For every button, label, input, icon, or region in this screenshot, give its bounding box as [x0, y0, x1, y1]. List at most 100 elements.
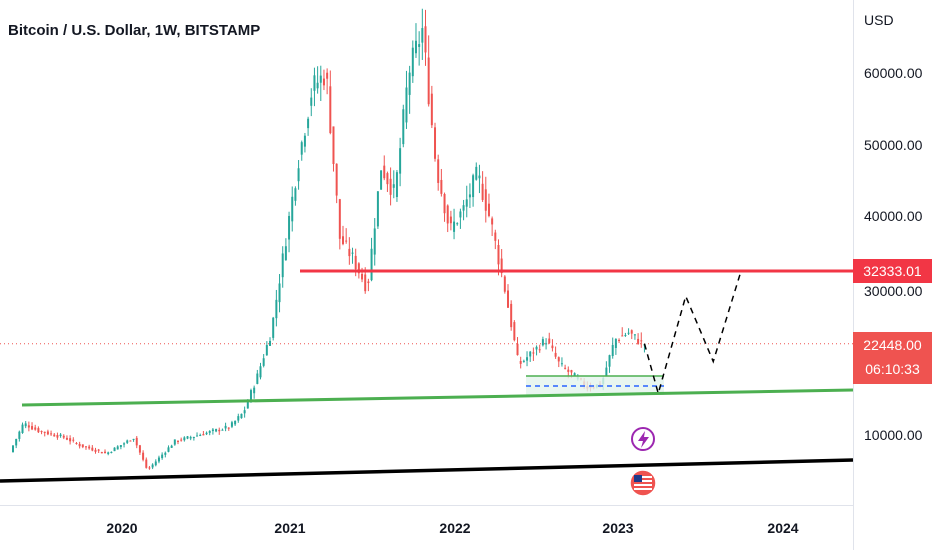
- candle-body: [307, 118, 310, 129]
- candle-body: [364, 274, 367, 292]
- currency-label: USD: [864, 12, 894, 28]
- candle-body: [519, 360, 522, 364]
- candle-body: [332, 126, 335, 165]
- candle-body: [246, 401, 249, 409]
- candle-body: [408, 72, 411, 95]
- candle-body: [630, 330, 633, 334]
- candle-body: [161, 454, 164, 459]
- x-tick-label: 2023: [602, 520, 634, 536]
- candle-body: [392, 184, 395, 188]
- candle-body: [234, 420, 237, 425]
- chart-plot-area[interactable]: [0, 0, 853, 505]
- candle-body: [110, 451, 113, 453]
- candle-body: [402, 109, 405, 145]
- candle-body: [472, 175, 475, 198]
- candle-body: [535, 346, 538, 350]
- candle-body: [348, 248, 351, 257]
- candle-body: [494, 232, 497, 241]
- candle-body: [151, 464, 154, 468]
- candle-body: [529, 351, 532, 357]
- candle-body: [354, 255, 357, 270]
- candle-body: [167, 447, 170, 452]
- candle-body: [294, 188, 297, 201]
- candle-body: [551, 345, 554, 349]
- candle-body: [370, 248, 373, 281]
- candle-body: [75, 443, 78, 445]
- candle-body: [237, 416, 240, 421]
- candle-body: [395, 172, 398, 197]
- candle-body: [65, 437, 68, 440]
- candle-body: [243, 410, 246, 414]
- candle-body: [116, 446, 119, 450]
- chart-title: Bitcoin / U.S. Dollar, 1W, BITSTAMP: [8, 22, 261, 39]
- candle-body: [145, 459, 148, 468]
- candle-body: [345, 240, 348, 242]
- candle-body: [230, 422, 233, 427]
- candle-body: [383, 165, 386, 179]
- candle-body: [21, 424, 24, 433]
- candle-body: [503, 276, 506, 292]
- candle-body: [342, 236, 344, 245]
- candle-body: [12, 445, 14, 453]
- candle-body: [269, 340, 272, 346]
- candle-body: [468, 194, 471, 198]
- candle-body: [513, 322, 516, 341]
- candle-body: [300, 142, 303, 155]
- candle-body: [129, 440, 132, 442]
- candle-body: [424, 26, 427, 53]
- candle-body: [322, 78, 325, 86]
- candle-body: [516, 343, 519, 356]
- candle-body: [84, 446, 87, 448]
- candle-body: [259, 366, 262, 378]
- candle-body: [24, 423, 27, 427]
- candle-body: [437, 159, 440, 183]
- candle-body: [180, 439, 183, 441]
- x-tick-label: 2024: [767, 520, 799, 536]
- candle-body: [69, 438, 72, 442]
- support-trendline: [21, 388, 853, 407]
- candle-body: [405, 87, 408, 123]
- candle-body: [253, 387, 256, 394]
- candle-body: [288, 215, 291, 240]
- candle-body: [389, 178, 392, 195]
- candle-body: [367, 281, 370, 284]
- candle-body: [218, 429, 221, 432]
- candle-body: [97, 449, 100, 451]
- candle-body: [59, 434, 62, 437]
- candle-body: [443, 194, 446, 214]
- candle-body: [611, 344, 614, 357]
- candle-body: [123, 443, 126, 445]
- candle-body: [484, 189, 487, 211]
- candle-body: [326, 72, 329, 79]
- lightning-icon[interactable]: [631, 427, 655, 451]
- candle-body: [614, 338, 617, 348]
- candle-body: [526, 357, 529, 361]
- candle-body: [40, 431, 43, 433]
- candle-body: [72, 439, 75, 441]
- candle-body: [351, 252, 354, 254]
- candle-body: [81, 444, 84, 448]
- candle-body: [186, 436, 189, 439]
- candle-body: [31, 426, 34, 430]
- candle-body: [249, 390, 252, 402]
- range-box: [526, 376, 664, 395]
- candle-body: [15, 438, 18, 446]
- candle-body: [310, 97, 313, 106]
- candle-body: [126, 440, 129, 443]
- candle-body: [205, 432, 208, 435]
- candle-body: [53, 434, 56, 437]
- y-tick-label: 50000.00: [864, 137, 923, 153]
- candle-body: [34, 427, 37, 430]
- us-flag-icon[interactable]: [629, 469, 657, 497]
- candle-body: [215, 428, 218, 432]
- candle-body: [430, 93, 433, 126]
- projection-path: [643, 271, 742, 397]
- candle-body: [554, 352, 557, 357]
- candle-body: [399, 148, 402, 174]
- candle-body: [183, 437, 186, 441]
- candle-body: [148, 467, 151, 469]
- candle-body: [224, 425, 227, 429]
- candle-body: [43, 431, 46, 433]
- candle-body: [142, 452, 145, 460]
- candle-body: [386, 173, 389, 185]
